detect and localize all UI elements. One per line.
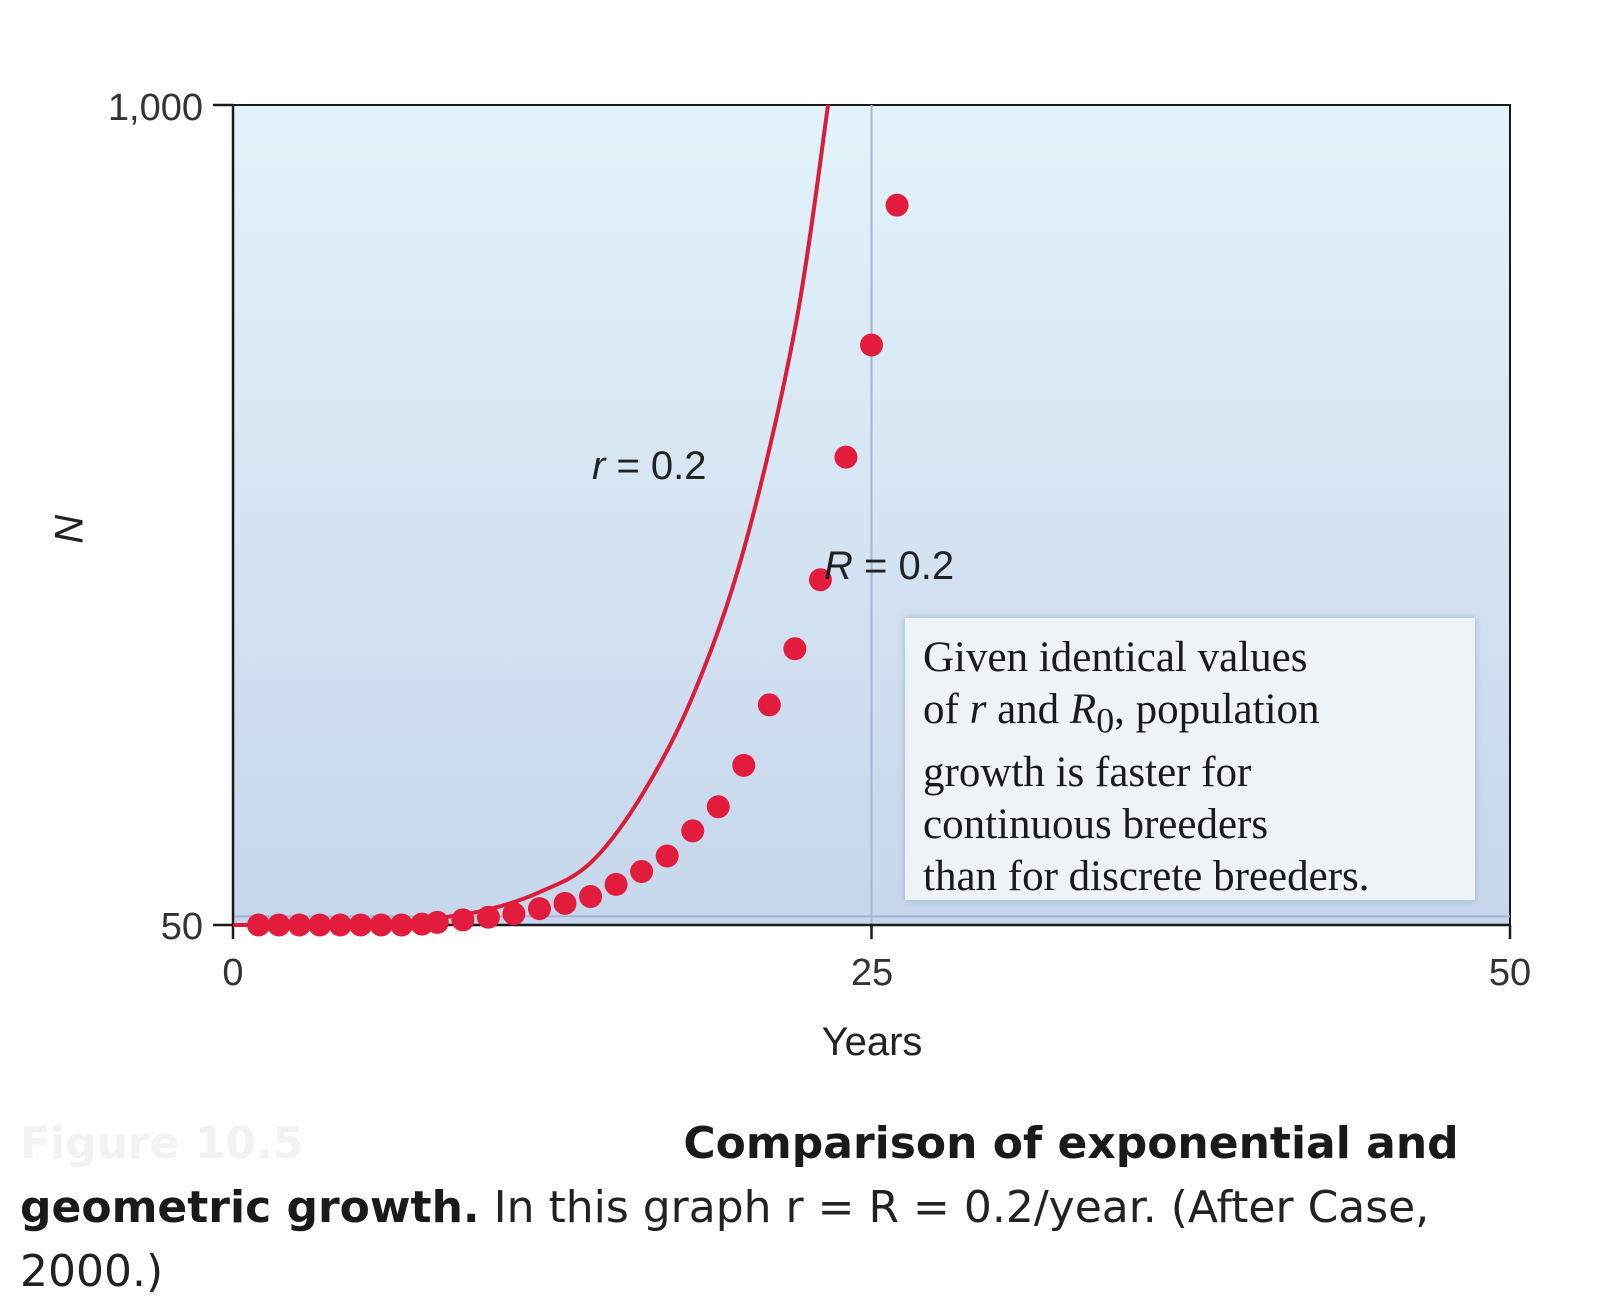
- annotation-text: Given identical values of r and R0, popu…: [923, 632, 1475, 903]
- data-point-4: [308, 913, 332, 937]
- data-point-20: [681, 819, 705, 843]
- data-point-8: [390, 913, 414, 937]
- data-point-24: [783, 637, 807, 661]
- data-point-5: [328, 913, 352, 937]
- data-point-14: [527, 897, 551, 921]
- x-tick-label-50: 50: [1489, 952, 1531, 994]
- data-point-18: [630, 859, 654, 883]
- continuous-curve-label: r = 0.2: [592, 444, 707, 488]
- data-point-15: [553, 891, 577, 915]
- x-axis-title: Years: [822, 1020, 923, 1064]
- figure-caption: Figure 10.5 Comparison of exponential and…: [20, 1112, 1580, 1304]
- discrete-points-label-rest: = 0.2: [853, 544, 954, 588]
- discrete-points-label-var: R: [824, 544, 853, 588]
- data-point-13: [502, 902, 526, 926]
- growth-chart: 1,000 50 0 25 50 Years N r = 0.2 R = 0.2: [46, 87, 1531, 1064]
- data-point-16: [579, 885, 603, 909]
- discrete-growth-points: [247, 193, 909, 937]
- data-point-6: [349, 913, 373, 937]
- data-point-12: [476, 905, 500, 929]
- data-point-26: [834, 445, 858, 469]
- data-point-21: [706, 795, 730, 819]
- data-point-23: [757, 693, 781, 717]
- figure-number: Figure 10.5: [20, 1118, 304, 1169]
- axis-ticks: [213, 103, 1512, 939]
- y-tick-label-1000: 1,000: [108, 87, 203, 129]
- y-tick-label-50: 50: [161, 906, 203, 948]
- data-point-7: [369, 913, 393, 937]
- annotation-box: Given identical values of r and R0, popu…: [905, 618, 1475, 900]
- data-point-19: [655, 844, 679, 868]
- y-axis-title: N: [46, 514, 90, 543]
- x-tick-label-25: 25: [851, 952, 893, 994]
- annotation-line-5: than for discrete breeders.: [923, 852, 1370, 900]
- data-point-27: [860, 333, 883, 357]
- data-point-1: [247, 913, 271, 937]
- data-point-28: [885, 193, 909, 217]
- data-point-3: [287, 913, 311, 937]
- annotation-line-1: Given identical values: [923, 634, 1308, 681]
- data-point-10: [425, 910, 449, 934]
- continuous-curve-label-rest: = 0.2: [605, 444, 706, 488]
- data-point-22: [732, 753, 756, 777]
- caption-title: Comparison of exponential and geometric …: [20, 1118, 1459, 1233]
- annotation-line-2: of r and R0, population: [923, 686, 1320, 741]
- x-tick-label-0: 0: [222, 952, 243, 994]
- data-point-17: [604, 872, 628, 896]
- annotation-line-4: continuous breeders: [923, 800, 1269, 848]
- caption-text: In this graph r = R = 0.2/year. (After C…: [20, 1182, 1430, 1297]
- data-point-11: [451, 908, 475, 932]
- annotation-line-3: growth is faster for: [923, 748, 1252, 796]
- continuous-curve-label-var: r: [592, 444, 607, 488]
- data-point-2: [267, 913, 291, 937]
- data-point-25: [808, 568, 832, 592]
- discrete-points-label: R = 0.2: [824, 544, 954, 588]
